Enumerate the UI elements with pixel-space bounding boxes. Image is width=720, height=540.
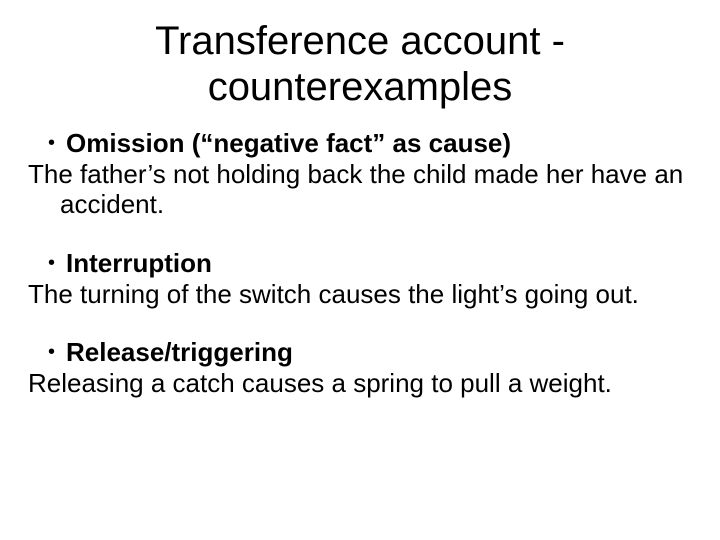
bullet-heading: Omission (“negative fact” as cause): [66, 128, 511, 159]
bullet-heading: Interruption: [66, 248, 212, 279]
slide-title: Transference account - counterexamples: [28, 18, 692, 110]
bullet-icon: •: [48, 337, 66, 367]
bullet-icon: •: [48, 128, 66, 158]
bullet-icon: •: [48, 248, 66, 278]
title-line-1: Transference account -: [155, 19, 565, 63]
bullet-text: Releasing a catch causes a spring to pul…: [28, 368, 692, 399]
group-interruption: • Interruption The turning of the switch…: [28, 248, 692, 309]
bullet-text: The father’s not holding back the child …: [28, 159, 692, 220]
bullet-row: • Interruption: [28, 248, 692, 279]
slide-body: • Omission (“negative fact” as cause) Th…: [28, 128, 692, 399]
title-line-2: counterexamples: [208, 65, 513, 109]
bullet-row: • Release/triggering: [28, 337, 692, 368]
slide: Transference account - counterexamples •…: [0, 0, 720, 540]
group-release: • Release/triggering Releasing a catch c…: [28, 337, 692, 398]
group-omission: • Omission (“negative fact” as cause) Th…: [28, 128, 692, 220]
bullet-text: The turning of the switch causes the lig…: [28, 279, 692, 310]
bullet-row: • Omission (“negative fact” as cause): [28, 128, 692, 159]
bullet-heading: Release/triggering: [66, 337, 293, 368]
